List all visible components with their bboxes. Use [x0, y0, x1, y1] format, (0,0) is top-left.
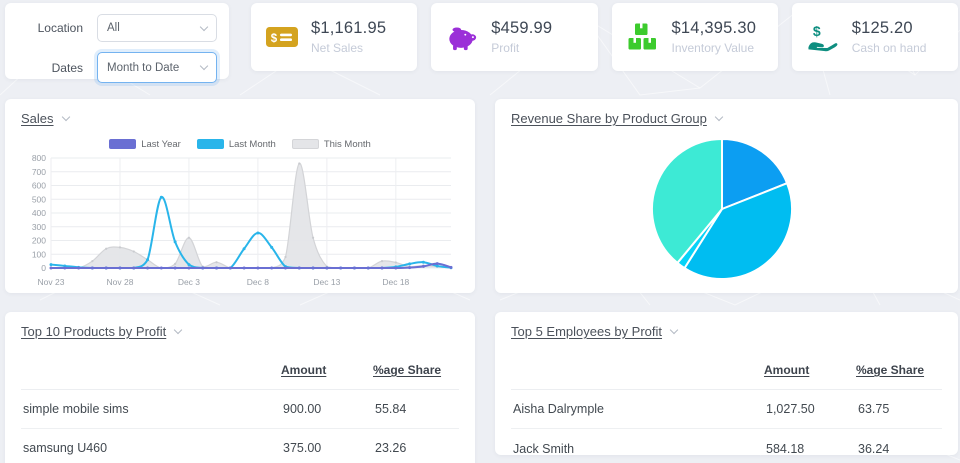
svg-text:$: $ — [813, 23, 821, 39]
svg-text:0: 0 — [41, 263, 46, 273]
pie-slice-2 — [683, 182, 793, 280]
legend-item-last-month[interactable]: Last Month — [196, 138, 276, 150]
svg-text:Dec 13: Dec 13 — [313, 277, 340, 287]
table-header: Amount %age Share — [511, 363, 942, 390]
net-sales-value: $1,161.95 — [311, 19, 387, 37]
chart-legend: Last Year Last Month This Month — [21, 138, 459, 150]
cell-share: 23.26 — [375, 441, 407, 455]
cell-name: Jack Smith — [513, 441, 575, 456]
svg-text:Nov 28: Nov 28 — [106, 277, 133, 287]
column-header-share[interactable]: %age Share — [373, 363, 442, 377]
svg-text:100: 100 — [32, 249, 46, 259]
svg-text:600: 600 — [32, 181, 46, 191]
location-label: Location — [37, 21, 83, 35]
legend-label: Last Year — [141, 138, 181, 150]
cell-amount: 900.00 — [283, 402, 322, 416]
kpi-card-inventory: $14,395.30 Inventory Value — [611, 3, 778, 71]
inventory-label: Inventory Value — [671, 41, 755, 55]
cell-name: Aisha Dalrymple — [513, 402, 605, 416]
kpi-card-net-sales: $ $1,161.95 Net Sales — [251, 3, 418, 71]
table-row: samsung U460 375.00 23.26 — [21, 429, 459, 463]
boxes-icon — [626, 23, 660, 52]
legend-label: This Month — [323, 138, 371, 150]
revenue-pie-chart — [651, 138, 793, 280]
cash-label: Cash on hand — [851, 41, 927, 55]
chevron-down-icon — [199, 22, 209, 31]
column-header-amount[interactable]: Amount — [281, 363, 327, 377]
piggy-bank-icon — [445, 24, 479, 51]
revenue-panel: Revenue Share by Product Group — [495, 99, 958, 293]
filter-panel: Location All Dates Month to Date — [5, 3, 229, 83]
table-row: Aisha Dalrymple 1,027.50 63.75 — [511, 390, 942, 429]
chevron-down-icon — [669, 325, 679, 335]
svg-text:500: 500 — [32, 194, 46, 204]
dates-select-value: Month to Date — [107, 61, 180, 74]
cell-share: 36.24 — [858, 441, 890, 456]
table-row: simple mobile sims 900.00 55.84 — [21, 390, 459, 429]
location-select-value: All — [107, 22, 120, 34]
revenue-panel-title[interactable]: Revenue Share by Product Group — [511, 111, 707, 126]
svg-text:300: 300 — [32, 222, 46, 232]
svg-text:700: 700 — [32, 167, 46, 177]
dates-label: Dates — [51, 60, 83, 75]
employees-panel: Top 5 Employees by Profit Amount %age Sh… — [495, 312, 958, 456]
pie-slice-4 — [651, 138, 723, 264]
inventory-value: $14,395.30 — [671, 19, 757, 37]
hand-holding-dollar-icon: $ — [806, 22, 840, 52]
legend-swatch — [109, 139, 137, 149]
cell-amount: 375.00 — [283, 441, 322, 455]
profit-label: Profit — [491, 41, 520, 55]
svg-text:800: 800 — [32, 153, 46, 163]
cash-value: $125.20 — [851, 19, 913, 37]
legend-label: Last Month — [228, 138, 276, 150]
svg-text:Dec 8: Dec 8 — [247, 277, 269, 287]
chevron-down-icon — [199, 61, 209, 71]
table-header: Amount %age Share — [21, 363, 459, 390]
svg-text:Dec 18: Dec 18 — [382, 277, 409, 287]
money-check-icon: $ — [265, 24, 299, 50]
products-panel: Top 10 Products by Profit Amount %age Sh… — [5, 312, 475, 463]
legend-item-this-month[interactable]: This Month — [291, 138, 371, 150]
cell-amount: 584.18 — [766, 441, 805, 456]
legend-item-last-year[interactable]: Last Year — [109, 138, 181, 150]
svg-text:Nov 23: Nov 23 — [38, 277, 65, 287]
employees-panel-title[interactable]: Top 5 Employees by Profit — [511, 324, 663, 339]
sales-line-chart: 0 100 200 300 400 500 600 700 800 Nov 23 Nov 28 Dec… — [32, 153, 453, 287]
table-body: Aisha Dalrymple 1,027.50 63.75 Jack Smith 58… — [511, 390, 942, 463]
svg-text:400: 400 — [32, 208, 46, 218]
sales-panel-title[interactable]: Sales — [21, 111, 54, 126]
cell-share: 63.75 — [858, 402, 890, 416]
column-header-amount[interactable]: Amount — [764, 363, 810, 377]
profit-value: $459.99 — [491, 19, 553, 37]
chevron-down-icon — [714, 112, 724, 122]
cell-name: samsung U460 — [23, 441, 108, 455]
svg-text:Dec 3: Dec 3 — [178, 277, 200, 287]
net-sales-label: Net Sales — [311, 41, 364, 55]
location-select[interactable]: All — [97, 14, 217, 42]
pie-slice-1 — [721, 138, 789, 210]
column-header-share[interactable]: %age Share — [856, 363, 925, 377]
kpi-card-profit: $459.99 Profit — [431, 3, 598, 71]
kpi-card-cash: $ $125.20 Cash on hand — [791, 3, 958, 71]
legend-swatch — [291, 139, 319, 149]
dates-select[interactable]: Month to Date — [97, 52, 217, 83]
cell-name: simple mobile sims — [23, 402, 129, 416]
chevron-down-icon — [61, 112, 70, 122]
products-panel-title[interactable]: Top 10 Products by Profit — [21, 324, 167, 339]
legend-swatch — [196, 139, 224, 149]
chevron-down-icon — [174, 325, 183, 335]
sales-panel: Sales Last Year Last Month This Month 0 100… — [5, 99, 475, 293]
table-body: simple mobile sims 900.00 55.84 samsung U46… — [21, 390, 459, 463]
svg-text:$: $ — [271, 33, 278, 45]
cell-amount: 1,027.50 — [766, 402, 815, 416]
cell-share: 55.84 — [375, 402, 407, 416]
svg-text:200: 200 — [32, 236, 46, 246]
table-row: Jack Smith 584.18 36.24 — [511, 429, 942, 463]
